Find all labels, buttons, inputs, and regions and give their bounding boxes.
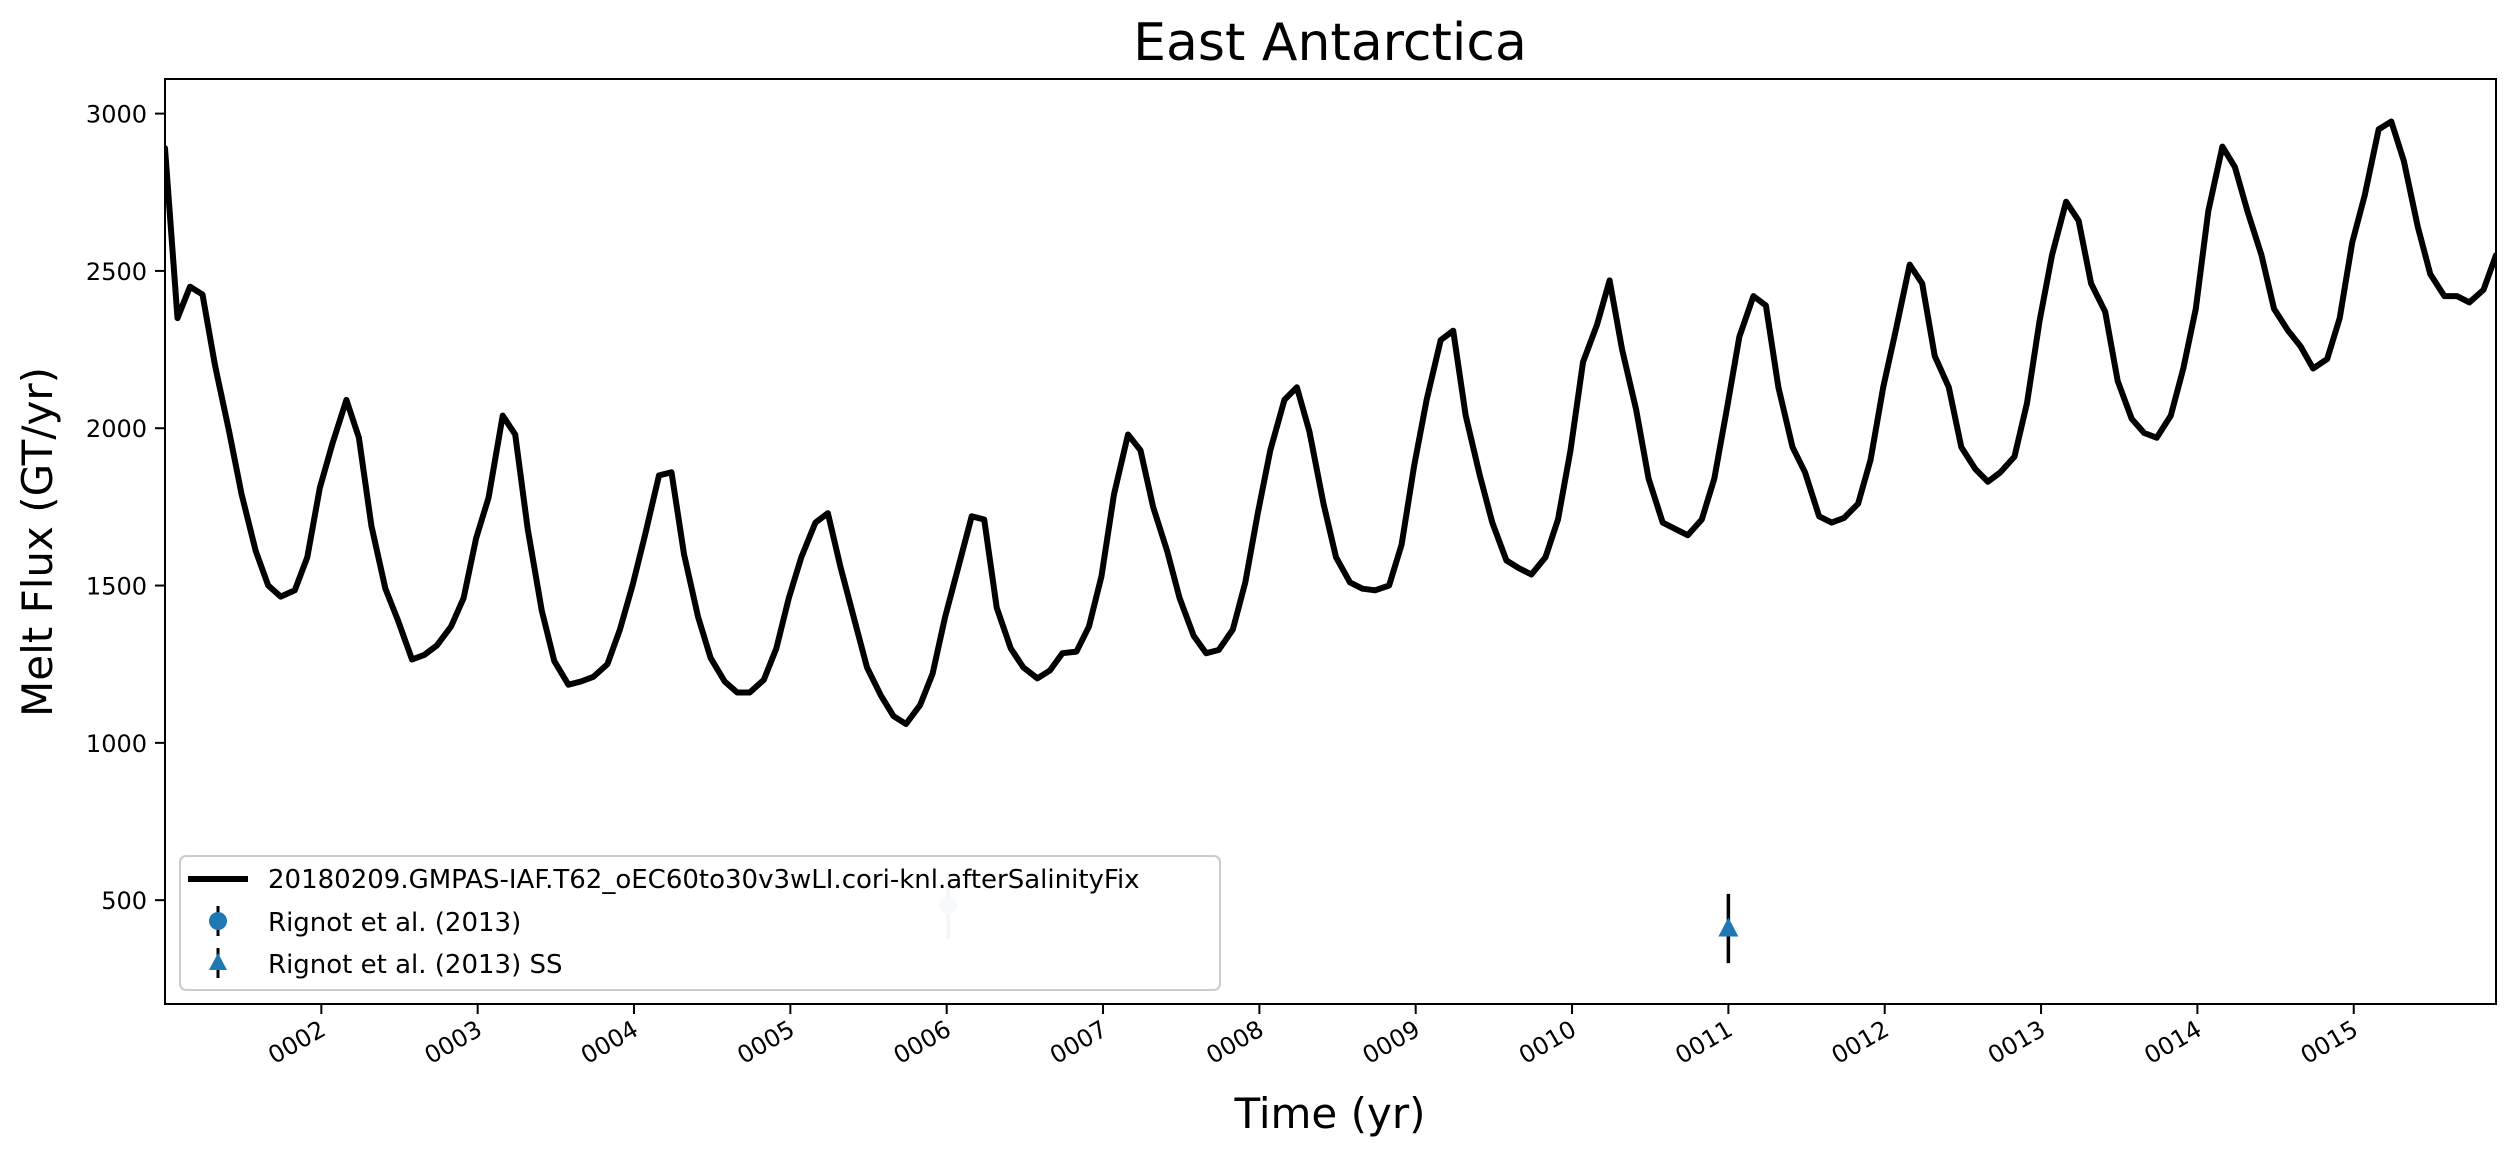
- y-tick-label: 3000: [86, 101, 147, 129]
- y-tick-label: 2000: [86, 415, 147, 443]
- legend-entry-model: 20180209.GMPAS-IAF.T62_oEC60to30v3wLI.co…: [268, 865, 1140, 895]
- y-tick-label: 1500: [86, 573, 147, 601]
- legend-entry-rignot-ss: Rignot et al. (2013) SS: [268, 950, 563, 980]
- y-tick-label: 500: [101, 887, 147, 915]
- legend-circle-marker: [209, 912, 227, 930]
- x-axis-title: Time (yr): [1233, 1089, 1425, 1138]
- y-axis: 500 1000 1500 2000 2500 3000: [86, 101, 165, 915]
- legend-entry-rignot: Rignot et al. (2013): [268, 908, 521, 938]
- legend-frame: [179, 855, 1221, 991]
- observation-point: [1718, 917, 1739, 937]
- legend: 20180209.GMPAS-IAF.T62_oEC60to30v3wLI.co…: [179, 855, 1221, 991]
- y-axis-title: Melt Flux (GT/yr): [13, 367, 62, 717]
- observation-2: [1718, 893, 1739, 964]
- series-line-model: [165, 118, 2496, 727]
- y-tick-label: 1000: [86, 730, 147, 758]
- chart-title: East Antarctica: [1133, 13, 1527, 73]
- legend-triangle-marker: [209, 953, 227, 970]
- y-tick-label: 2500: [86, 258, 147, 286]
- plot-frame: [164, 78, 2497, 1005]
